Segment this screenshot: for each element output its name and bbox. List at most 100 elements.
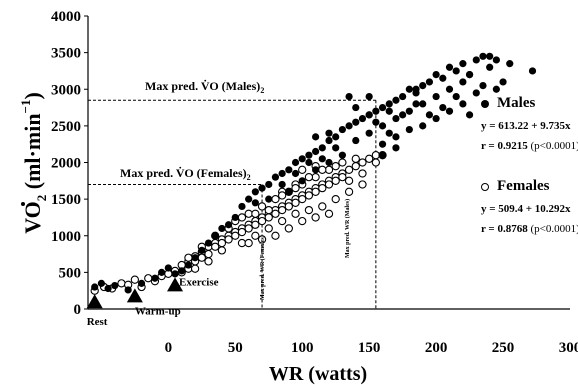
female-point — [271, 231, 280, 240]
male-point — [385, 129, 393, 137]
female-point — [244, 224, 253, 233]
male-point — [392, 133, 400, 141]
male-point — [459, 100, 467, 108]
female-point — [291, 209, 300, 218]
male-point — [158, 268, 166, 276]
male-point — [378, 103, 387, 112]
male-point — [251, 188, 259, 196]
male-point — [338, 151, 346, 159]
female-point — [204, 249, 213, 259]
males-series — [91, 52, 537, 294]
female-point — [271, 194, 280, 204]
female-point — [277, 205, 287, 215]
male-point — [285, 166, 293, 174]
male-point — [91, 283, 99, 291]
male-point — [452, 92, 460, 101]
female-point — [211, 242, 220, 251]
y-ticks: 0 500 1000 1500 2000 2500 3000 3500 4000 — [51, 9, 88, 318]
female-point — [190, 264, 200, 273]
female-point — [264, 224, 273, 233]
females-series — [90, 151, 387, 295]
x-tick-label: 0 — [165, 340, 173, 356]
female-point — [204, 257, 213, 266]
female-point — [311, 213, 320, 222]
male-point — [459, 78, 467, 86]
phase-marker-triangle — [167, 277, 184, 292]
female-point — [318, 202, 327, 211]
male-point — [479, 81, 487, 90]
male-point — [528, 67, 537, 75]
legend-females-name: Females — [497, 178, 550, 194]
female-point — [271, 209, 280, 218]
male-point — [278, 180, 286, 189]
male-point — [352, 136, 360, 145]
male-point — [345, 92, 353, 101]
male-point — [412, 100, 420, 108]
male-point — [198, 246, 206, 254]
male-point — [352, 103, 360, 112]
male-point — [439, 74, 447, 82]
female-point — [338, 172, 347, 182]
male-point — [291, 169, 300, 178]
male-point — [392, 96, 400, 104]
male-point — [486, 63, 494, 71]
males-regression: y = 613.22 + 9.735x — [481, 120, 571, 132]
male-point — [419, 100, 427, 108]
y-tick-label: 2500 — [51, 119, 81, 135]
male-point — [164, 264, 172, 272]
reference-lines — [88, 99, 377, 309]
female-point — [331, 162, 340, 171]
male-point — [472, 89, 480, 97]
max-wr-females-label: Max pred. WR (Females) — [259, 235, 266, 300]
male-point — [506, 60, 514, 68]
y-tick-label: 3000 — [51, 82, 81, 98]
male-point — [465, 71, 474, 79]
male-point — [405, 125, 413, 134]
y-tick-label: 1000 — [51, 229, 81, 245]
female-point — [298, 194, 307, 204]
male-point — [419, 122, 427, 130]
female-point — [217, 246, 227, 255]
male-point — [178, 267, 186, 275]
female-point — [217, 238, 227, 248]
female-point — [338, 158, 347, 167]
male-point — [445, 85, 454, 93]
female-point — [351, 154, 360, 163]
female-point — [251, 231, 260, 240]
male-point — [378, 151, 387, 159]
male-point — [245, 195, 253, 203]
female-point — [351, 162, 360, 171]
male-point — [372, 118, 380, 126]
female-point — [298, 216, 307, 226]
male-point — [258, 184, 266, 192]
x-tick-label: 250 — [492, 340, 515, 356]
male-point — [432, 114, 440, 123]
max-males-vo2-label: Max pred. V̇O (Males)2 — [145, 79, 264, 95]
x-tick-label: 100 — [291, 340, 314, 356]
male-point — [378, 122, 387, 130]
female-point — [277, 216, 287, 226]
male-point — [285, 188, 293, 196]
male-point — [499, 78, 507, 86]
male-point — [419, 81, 427, 90]
female-point — [291, 198, 300, 207]
vdot-mark — [21, 202, 25, 206]
male-point — [305, 151, 313, 159]
female-point — [324, 209, 334, 218]
female-point — [331, 176, 340, 185]
female-point — [257, 202, 267, 211]
female-point — [264, 205, 273, 215]
y-tick-label: 2000 — [51, 156, 81, 172]
female-point — [298, 165, 307, 174]
female-point — [291, 183, 300, 193]
x-ticks: 0 50 100 150 200 250 300 — [165, 340, 578, 356]
male-point — [191, 254, 199, 262]
female-point — [224, 235, 233, 244]
male-point — [378, 140, 387, 148]
male-point — [104, 284, 112, 293]
male-point — [445, 107, 454, 115]
y-tick-label: 3500 — [51, 46, 81, 62]
male-point — [459, 60, 467, 68]
female-point — [358, 180, 367, 189]
female-point — [184, 253, 193, 262]
